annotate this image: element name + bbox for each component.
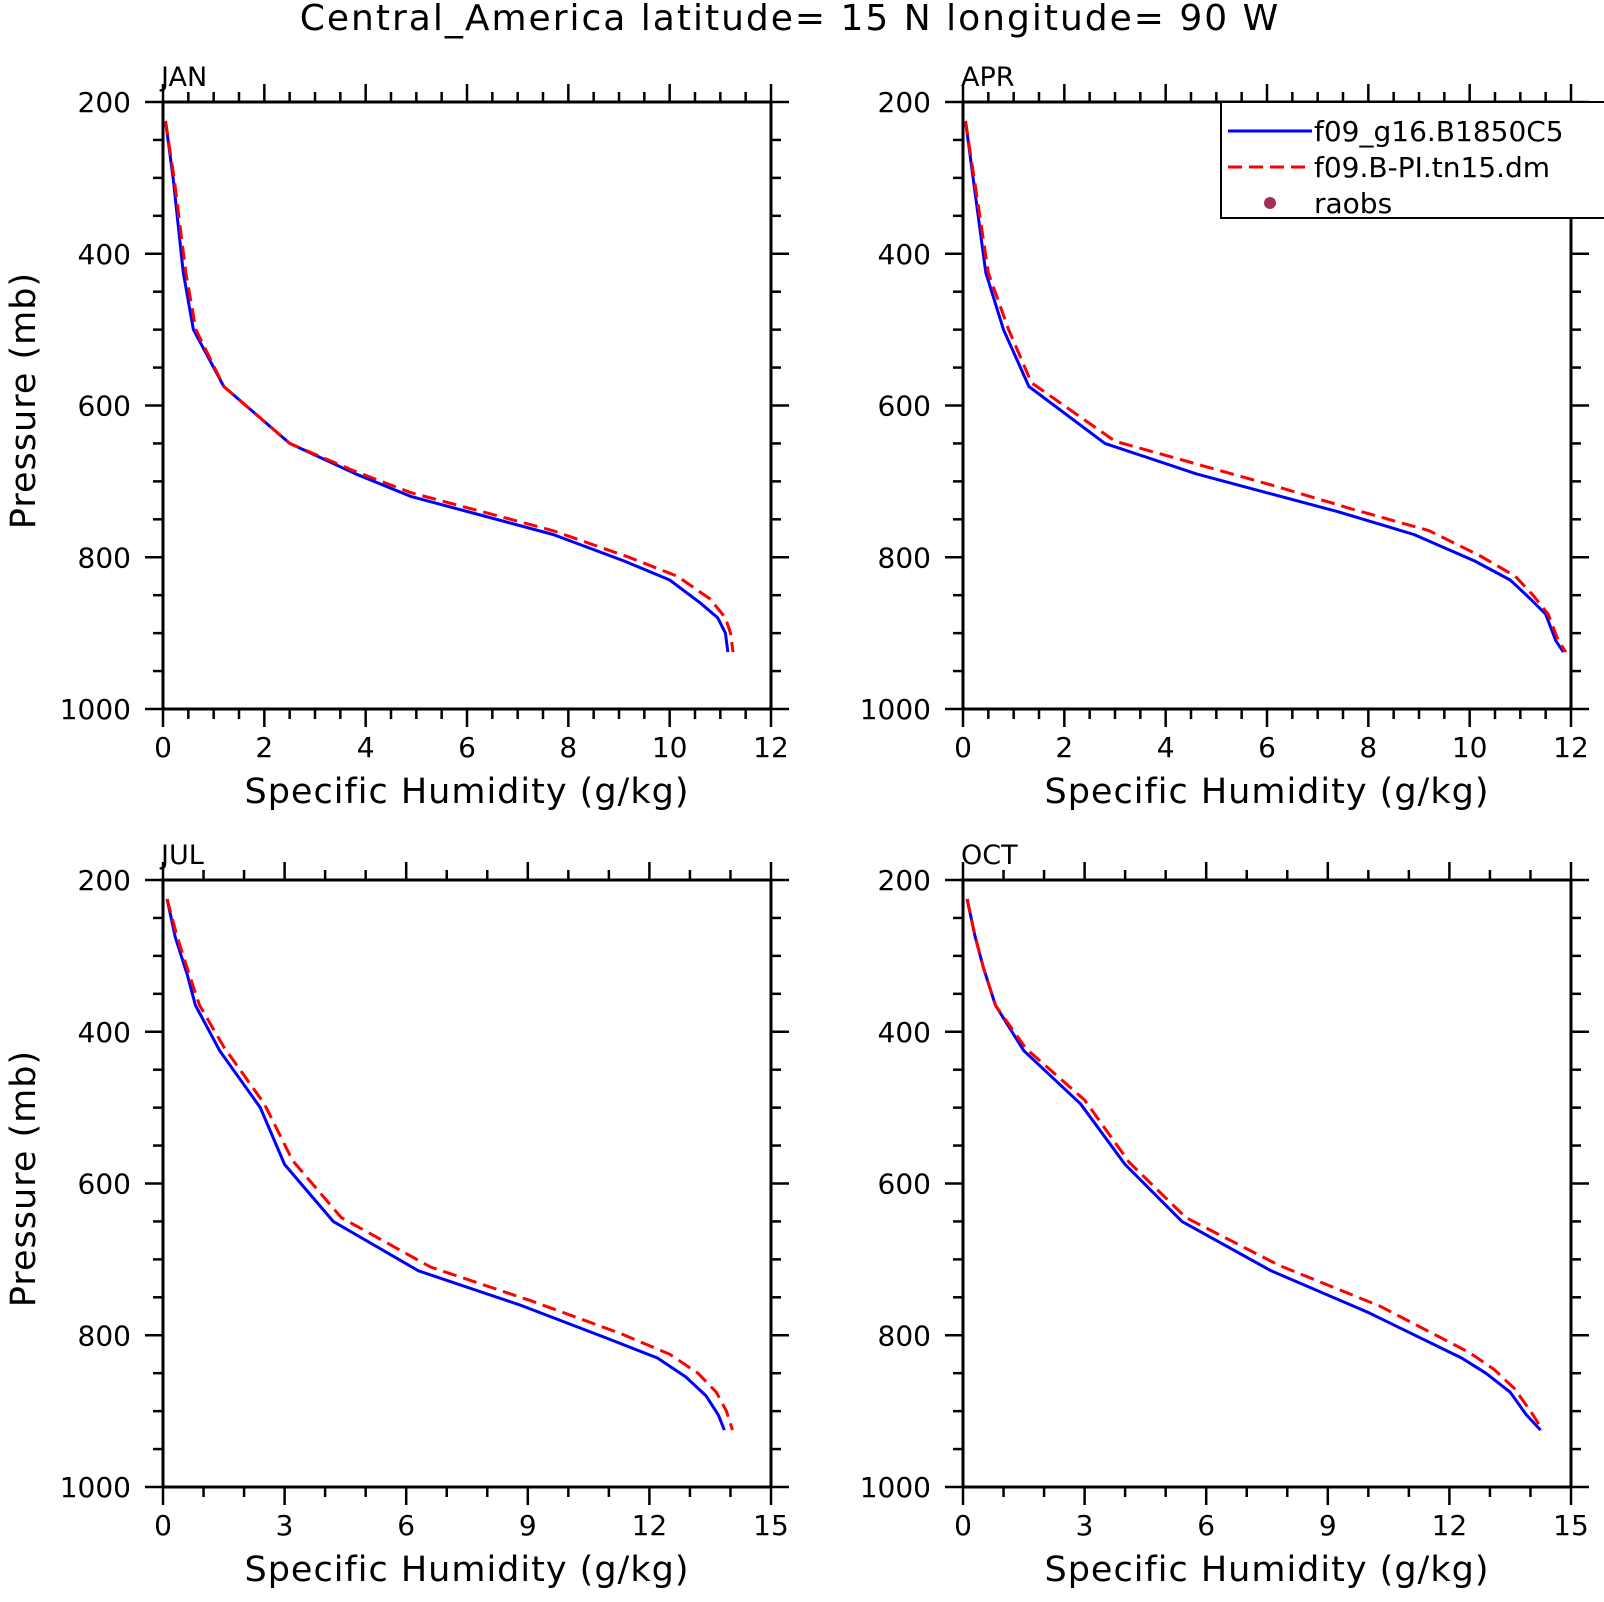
y-tick-label: 600 [878,390,931,423]
figure-title: Central_America latitude= 15 N longitude… [300,0,1280,39]
y-tick-label: 600 [878,1168,931,1201]
panel-label: JUL [159,840,204,871]
x-tick-label: 8 [559,731,577,764]
panel-apr: 200 400 600 800 1000 0 2 4 6 8 10 12 Specific Humidi… [860,62,1589,812]
y-tick-label: 800 [78,1319,131,1352]
y-tick-label: 400 [878,238,931,271]
series-line-red-dashed [164,120,735,653]
x-tick-label: 6 [397,1509,415,1542]
panel-jan: 200 400 600 800 1000 0 2 4 6 8 10 12 Specific Humidi… [4,62,789,812]
series-line-blue [165,898,726,1431]
y-tick-label: 1000 [60,1471,131,1504]
y-tick-label: 1000 [860,693,931,726]
x-tick-label: 0 [954,731,972,764]
x-tick-label: 15 [1553,1509,1589,1542]
x-tick-label: 4 [1157,731,1175,764]
series-line-red-dashed [965,898,1544,1431]
y-tick-label: 200 [78,864,131,897]
x-tick-label: 12 [632,1509,668,1542]
x-tick-label: 2 [1055,731,1073,764]
legend-label: raobs [1314,187,1392,220]
y-tick-label: 400 [78,238,131,271]
plot-frame [161,878,773,1489]
x-tick-label: 6 [1258,731,1276,764]
x-tick-label: 12 [753,731,789,764]
x-axis-title: Specific Humidity (g/kg) [1045,772,1490,812]
series-line-red-dashed [964,120,1568,653]
y-tick-label: 200 [878,86,931,119]
panel-label: OCT [961,840,1018,871]
y-tick-label: 1000 [60,693,131,726]
y-tick-label: 800 [878,541,931,574]
y-axis-title: Pressure (mb) [4,272,44,529]
x-tick-label: 3 [1076,1509,1094,1542]
x-tick-label: 2 [255,731,273,764]
x-tick-label: 6 [458,731,476,764]
y-tick-label: 200 [878,864,931,897]
x-tick-label: 4 [357,731,375,764]
x-tick-label: 0 [154,731,172,764]
series-line-red-dashed [165,898,734,1431]
x-tick-label: 0 [154,1509,172,1542]
x-tick-label: 10 [1452,731,1488,764]
panel-jul: 200 400 600 800 1000 0 3 6 9 12 15 Specific Humidit… [4,840,789,1590]
x-axis-title: Specific Humidity (g/kg) [245,1550,690,1590]
y-tick-label: 1000 [860,1471,931,1504]
panel-oct: 200 400 600 800 1000 0 3 6 9 12 15 Specific Humidit… [860,840,1589,1590]
x-tick-label: 15 [753,1509,789,1542]
y-tick-label: 800 [78,541,131,574]
x-tick-label: 6 [1197,1509,1215,1542]
y-axis-title: Pressure (mb) [4,1050,44,1307]
plot-frame [161,100,773,711]
legend-label: f09.B-PI.tn15.dm [1314,151,1550,184]
y-tick-label: 400 [78,1016,131,1049]
panel-label: APR [961,62,1015,93]
plot-frame [961,878,1573,1489]
series-line-blue [964,120,1565,653]
y-tick-label: 800 [878,1319,931,1352]
series-line-blue [965,898,1542,1432]
y-tick-label: 600 [78,1168,131,1201]
x-tick-label: 12 [1432,1509,1468,1542]
x-tick-label: 10 [652,731,688,764]
x-tick-label: 8 [1359,731,1377,764]
x-axis-title: Specific Humidity (g/kg) [1045,1550,1490,1590]
x-tick-label: 3 [276,1509,294,1542]
y-tick-label: 400 [878,1016,931,1049]
legend-box [1220,101,1604,219]
x-tick-label: 9 [1319,1509,1337,1542]
x-tick-label: 9 [519,1509,537,1542]
series-line-blue [164,120,730,653]
x-tick-label: 0 [954,1509,972,1542]
y-tick-label: 600 [78,390,131,423]
x-axis-title: Specific Humidity (g/kg) [245,772,690,812]
x-tick-label: 12 [1553,731,1589,764]
legend-label: f09_g16.B1850C5 [1314,115,1564,148]
legend-marker-dot [1264,197,1276,209]
y-tick-label: 200 [78,86,131,119]
panel-label: JAN [159,62,207,93]
